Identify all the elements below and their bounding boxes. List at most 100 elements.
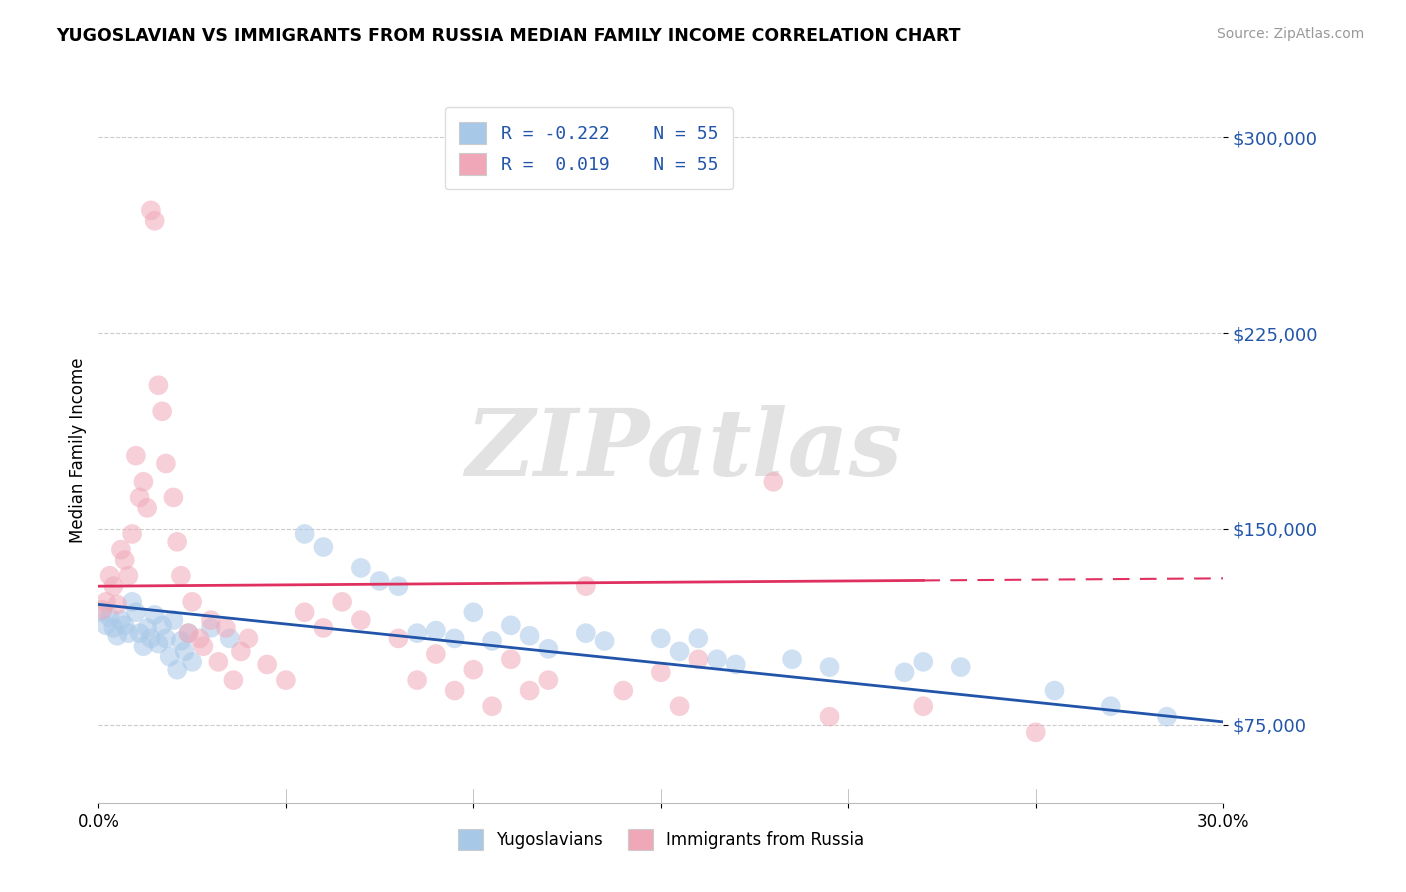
Point <box>150 618 173 632</box>
Point <box>162 613 184 627</box>
Point <box>148 637 170 651</box>
Point <box>125 605 148 619</box>
Point <box>121 527 143 541</box>
Point <box>499 618 522 632</box>
Point <box>200 613 222 627</box>
Legend: Yugoslavians, Immigrants from Russia: Yugoslavians, Immigrants from Russia <box>449 821 873 858</box>
Point <box>575 579 598 593</box>
Point <box>170 568 193 582</box>
Point <box>949 660 972 674</box>
Point <box>136 621 159 635</box>
Point <box>150 404 173 418</box>
Point <box>181 595 204 609</box>
Point <box>117 626 139 640</box>
Point <box>222 673 245 687</box>
Point <box>406 673 429 687</box>
Point <box>94 618 117 632</box>
Point <box>136 500 159 515</box>
Point <box>706 652 728 666</box>
Point <box>162 491 184 505</box>
Point <box>143 214 166 228</box>
Point <box>166 534 188 549</box>
Point <box>229 644 252 658</box>
Point <box>105 629 128 643</box>
Point <box>94 595 117 609</box>
Point <box>387 632 409 646</box>
Point <box>207 655 229 669</box>
Point <box>368 574 391 588</box>
Point <box>912 699 935 714</box>
Point <box>181 655 204 669</box>
Point <box>593 634 616 648</box>
Point <box>688 652 710 666</box>
Point <box>143 607 166 622</box>
Point <box>91 602 114 616</box>
Point <box>425 624 447 638</box>
Point <box>132 639 155 653</box>
Point <box>294 527 316 541</box>
Point <box>537 673 560 687</box>
Point <box>166 663 188 677</box>
Point <box>612 683 634 698</box>
Point <box>1099 699 1122 714</box>
Point <box>110 613 132 627</box>
Point <box>98 610 121 624</box>
Point <box>148 378 170 392</box>
Point <box>103 579 125 593</box>
Point <box>188 632 211 646</box>
Point <box>724 657 747 672</box>
Point <box>350 613 373 627</box>
Point <box>668 699 690 714</box>
Point <box>218 632 240 646</box>
Point <box>114 553 136 567</box>
Point <box>668 644 690 658</box>
Point <box>121 595 143 609</box>
Point <box>818 660 841 674</box>
Point <box>103 621 125 635</box>
Point <box>110 542 132 557</box>
Point <box>159 649 181 664</box>
Point <box>463 605 485 619</box>
Point <box>575 626 598 640</box>
Point <box>274 673 297 687</box>
Point <box>193 639 215 653</box>
Point <box>443 632 465 646</box>
Point <box>173 644 195 658</box>
Point <box>650 665 672 680</box>
Point <box>125 449 148 463</box>
Point <box>155 632 177 646</box>
Point <box>98 568 121 582</box>
Point <box>499 652 522 666</box>
Point <box>387 579 409 593</box>
Point <box>463 663 485 677</box>
Point <box>139 203 162 218</box>
Point <box>519 683 541 698</box>
Point <box>132 475 155 489</box>
Point <box>139 632 162 646</box>
Text: YUGOSLAVIAN VS IMMIGRANTS FROM RUSSIA MEDIAN FAMILY INCOME CORRELATION CHART: YUGOSLAVIAN VS IMMIGRANTS FROM RUSSIA ME… <box>56 27 960 45</box>
Point <box>818 709 841 723</box>
Point <box>238 632 260 646</box>
Point <box>170 634 193 648</box>
Point <box>117 568 139 582</box>
Point <box>443 683 465 698</box>
Point <box>105 598 128 612</box>
Point <box>481 634 503 648</box>
Point <box>256 657 278 672</box>
Point <box>312 540 335 554</box>
Point <box>762 475 785 489</box>
Point <box>893 665 915 680</box>
Point <box>406 626 429 640</box>
Point <box>294 605 316 619</box>
Point <box>1156 709 1178 723</box>
Point <box>1025 725 1047 739</box>
Point <box>128 491 150 505</box>
Point <box>312 621 335 635</box>
Point <box>650 632 672 646</box>
Point <box>200 621 222 635</box>
Point <box>1043 683 1066 698</box>
Point <box>91 605 114 619</box>
Point <box>114 618 136 632</box>
Point <box>912 655 935 669</box>
Text: ZIPatlas: ZIPatlas <box>465 406 901 495</box>
